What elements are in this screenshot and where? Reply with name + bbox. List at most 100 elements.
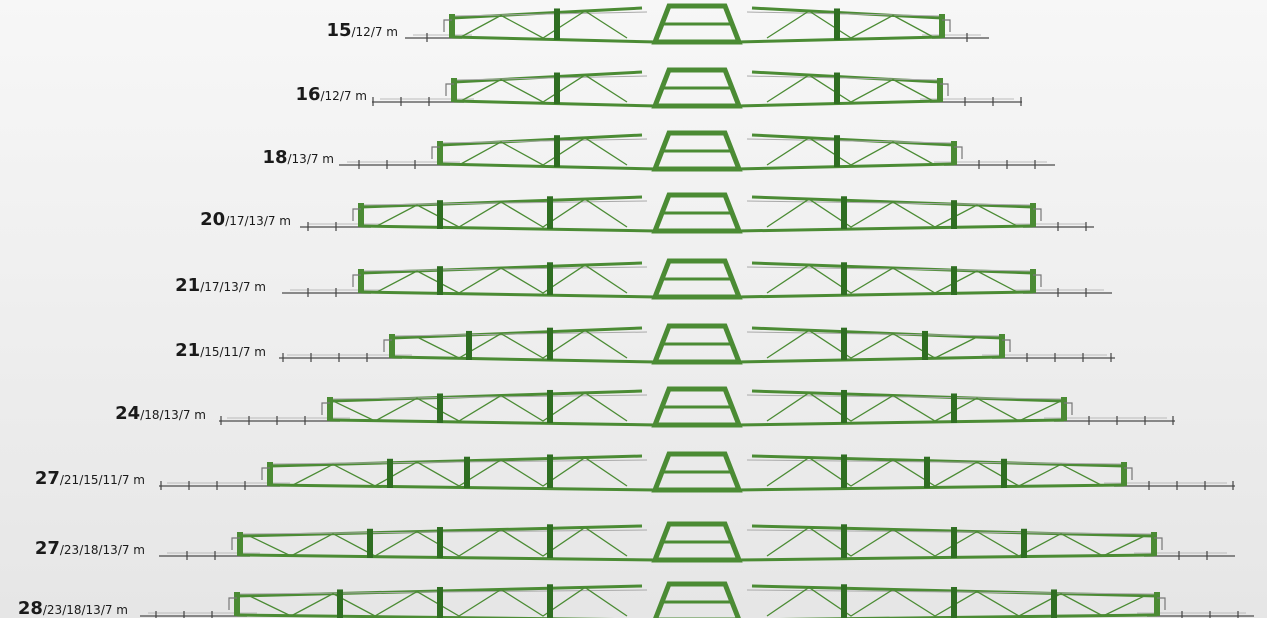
post: [1001, 458, 1007, 488]
boom-label: 21/15/11/7 m: [175, 340, 266, 361]
top-chord: [439, 133, 643, 147]
bracket: [321, 402, 330, 415]
bracket: [352, 208, 361, 221]
bracket: [352, 274, 361, 287]
top-chord: [453, 70, 643, 84]
label-width: 20: [200, 209, 225, 230]
boom: [140, 581, 1254, 618]
post: [841, 389, 847, 423]
end-post: [358, 203, 364, 227]
tie: [746, 200, 1034, 206]
tie: [391, 331, 648, 337]
boom-label: 27/23/18/13/7 m: [35, 538, 145, 559]
tie: [746, 75, 941, 81]
boom-label: 21/17/13/7 m: [175, 275, 266, 296]
label-sections: /15/11/7 m: [200, 345, 266, 359]
post: [337, 589, 343, 618]
boom-label: 16/12/7 m: [295, 84, 367, 105]
bracket: [383, 339, 392, 352]
post: [554, 72, 560, 104]
tie: [746, 138, 955, 144]
label-width: 15: [326, 20, 351, 41]
truss-diagonals: [458, 74, 628, 103]
end-post: [449, 14, 455, 38]
post: [437, 266, 443, 295]
bracket: [1157, 597, 1166, 610]
end-post: [437, 141, 443, 165]
bracket: [1033, 274, 1042, 287]
top-chord: [751, 70, 941, 84]
end-post: [267, 462, 273, 486]
tie: [746, 459, 1125, 465]
end-post: [1061, 397, 1067, 421]
post: [547, 327, 553, 360]
boom-label: 20/17/13/7 m: [200, 209, 291, 230]
truss-diagonals: [766, 456, 1104, 487]
post: [841, 327, 847, 360]
bottom-chord: [736, 553, 1155, 562]
bottom-chord: [269, 483, 658, 492]
truss-diagonals: [766, 74, 936, 103]
post: [841, 584, 847, 618]
tie: [439, 138, 648, 144]
end-post: [451, 78, 457, 102]
tie: [329, 394, 648, 400]
boom-label: 28/23/18/13/7 m: [18, 598, 128, 618]
bracket: [942, 19, 951, 32]
boom: [159, 451, 1235, 493]
tie: [360, 200, 648, 206]
bottom-chord: [736, 162, 955, 171]
post: [547, 262, 553, 295]
end-post: [358, 269, 364, 293]
end-post: [237, 532, 243, 556]
end-post: [951, 141, 957, 165]
post: [466, 330, 472, 360]
label-width: 27: [35, 538, 60, 559]
post: [951, 527, 957, 558]
end-post: [1121, 462, 1127, 486]
bottom-chord: [736, 483, 1125, 492]
tie: [746, 331, 1003, 337]
truss-diagonals: [416, 329, 628, 359]
end-post: [937, 78, 943, 102]
top-chord: [751, 133, 955, 147]
bracket: [231, 537, 240, 550]
boom-label: 27/21/15/11/7 m: [35, 468, 145, 489]
top-chord: [751, 389, 1065, 403]
bottom-chord: [360, 224, 658, 233]
post: [841, 262, 847, 295]
label-sections: /18/13/7 m: [140, 408, 206, 422]
boom: [282, 258, 1112, 300]
post: [841, 524, 847, 558]
truss-diagonals: [374, 198, 628, 228]
bracket: [228, 597, 237, 610]
post: [924, 456, 930, 488]
boom: [279, 323, 1115, 365]
bracket: [445, 83, 454, 96]
post: [437, 527, 443, 558]
label-sections: /23/18/13/7 m: [43, 603, 128, 617]
end-post: [327, 397, 333, 421]
post: [1051, 589, 1057, 618]
post: [387, 458, 393, 488]
centre-frame: [651, 130, 743, 172]
post: [464, 456, 470, 488]
bottom-chord: [391, 355, 658, 364]
top-chord: [451, 6, 643, 20]
post: [951, 200, 957, 229]
boom: [339, 130, 1055, 172]
truss-diagonals: [766, 10, 936, 39]
top-chord: [751, 326, 1003, 340]
label-width: 21: [175, 340, 200, 361]
top-chord: [329, 389, 643, 403]
bracket: [954, 146, 963, 159]
bracket: [1154, 537, 1163, 550]
bottom-chord: [360, 290, 658, 299]
post: [951, 586, 957, 618]
post: [951, 266, 957, 295]
centre-frame: [651, 3, 743, 45]
truss-diagonals: [766, 392, 1062, 422]
post: [834, 72, 840, 104]
post: [834, 8, 840, 40]
post: [1021, 528, 1027, 558]
